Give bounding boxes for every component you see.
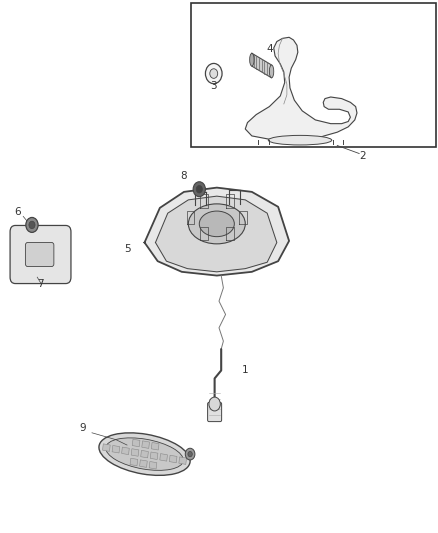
- Ellipse shape: [199, 211, 234, 237]
- FancyBboxPatch shape: [10, 225, 71, 284]
- FancyBboxPatch shape: [142, 441, 149, 448]
- Text: 5: 5: [124, 244, 131, 254]
- Ellipse shape: [209, 400, 220, 408]
- FancyBboxPatch shape: [140, 460, 147, 467]
- Ellipse shape: [250, 53, 254, 66]
- Text: 8: 8: [180, 171, 187, 181]
- Circle shape: [26, 217, 38, 232]
- FancyBboxPatch shape: [141, 450, 148, 458]
- Text: 7: 7: [37, 279, 44, 289]
- FancyBboxPatch shape: [160, 454, 167, 461]
- Polygon shape: [155, 196, 277, 272]
- FancyBboxPatch shape: [102, 444, 110, 451]
- FancyBboxPatch shape: [132, 439, 140, 447]
- FancyBboxPatch shape: [150, 452, 158, 459]
- Circle shape: [209, 397, 220, 411]
- Polygon shape: [252, 53, 272, 78]
- FancyBboxPatch shape: [149, 462, 157, 469]
- FancyBboxPatch shape: [152, 442, 159, 450]
- FancyBboxPatch shape: [122, 447, 129, 455]
- Polygon shape: [145, 188, 289, 276]
- FancyBboxPatch shape: [170, 455, 177, 463]
- Text: 1: 1: [242, 365, 249, 375]
- FancyBboxPatch shape: [25, 243, 54, 266]
- Ellipse shape: [269, 65, 274, 78]
- Ellipse shape: [268, 135, 332, 145]
- FancyBboxPatch shape: [179, 457, 187, 464]
- Bar: [191, 3, 436, 147]
- FancyBboxPatch shape: [112, 446, 120, 453]
- Circle shape: [205, 63, 222, 84]
- Text: 2: 2: [359, 151, 366, 161]
- Ellipse shape: [188, 204, 245, 244]
- FancyBboxPatch shape: [208, 402, 222, 422]
- Circle shape: [193, 182, 205, 197]
- Polygon shape: [245, 37, 357, 141]
- FancyBboxPatch shape: [131, 449, 139, 456]
- Ellipse shape: [99, 433, 190, 475]
- Text: 6: 6: [14, 207, 21, 217]
- Circle shape: [188, 451, 192, 457]
- FancyBboxPatch shape: [130, 458, 138, 466]
- Text: 4: 4: [266, 44, 273, 54]
- Circle shape: [196, 185, 202, 193]
- Text: 9: 9: [79, 423, 86, 433]
- Circle shape: [29, 221, 35, 229]
- Ellipse shape: [106, 438, 183, 470]
- Circle shape: [185, 448, 195, 460]
- Circle shape: [210, 69, 218, 78]
- Text: 3: 3: [210, 82, 217, 91]
